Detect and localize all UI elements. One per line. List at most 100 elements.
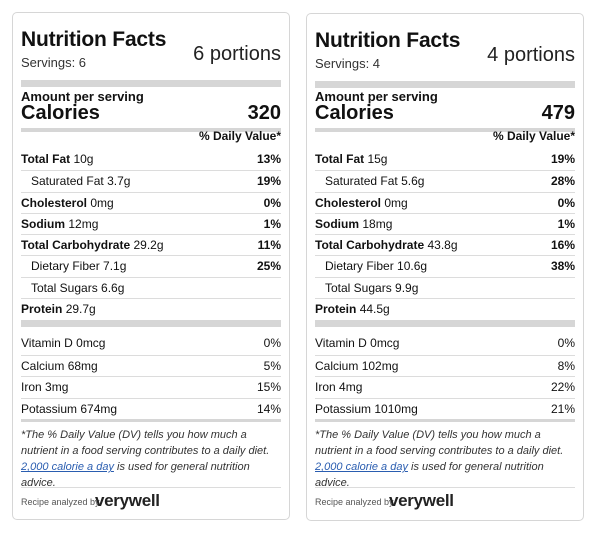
- vitamin-row-iron: Iron 3mg 15%: [21, 376, 281, 398]
- nutrient-amount: 5.6g: [401, 174, 425, 189]
- nutrient-row-sodium: Sodium 18mg 1%: [315, 212, 575, 234]
- nutrient-name: Total Carbohydrate: [315, 238, 425, 253]
- amount-per-serving: Amount per serving: [21, 89, 144, 104]
- divider-medium: [315, 419, 575, 422]
- vitamin-name: Vitamin D: [315, 336, 367, 350]
- vitamin-row-vitamin-d: Vitamin D 0mcg 0%: [315, 333, 575, 355]
- nutrient-amount: 29.7g: [65, 302, 96, 317]
- nutrient-amount: 0mg: [384, 195, 408, 210]
- footnote-text: is used for general nutrition advice.: [21, 461, 250, 489]
- nutrient-amount: 3.7g: [107, 174, 131, 189]
- nutrient-row-protein: Protein 44.5g: [315, 298, 575, 319]
- divider-medium: [315, 128, 575, 132]
- nutrient-pct: 28%: [550, 174, 575, 189]
- nutrient-amount: 43.8g: [427, 238, 458, 253]
- nutrient-name: Total Sugars: [325, 280, 392, 295]
- nutrient-pct: 11%: [257, 238, 281, 253]
- nutrient-row-saturated-fat: Saturated Fat 3.7g 19%: [21, 170, 281, 191]
- nutrient-amount: 7.1g: [103, 259, 127, 274]
- vitamin-name: Calcium: [315, 358, 359, 373]
- vitamin-pct: 15%: [256, 380, 281, 394]
- vitamin-amount: 1010mg: [374, 401, 418, 416]
- nutrient-amount: 10.6g: [397, 259, 428, 274]
- nutrient-name: Sodium: [21, 216, 65, 231]
- vitamin-row-calcium: Calcium 102mg 8%: [315, 354, 575, 377]
- vitamin-name: Potassium: [315, 401, 372, 416]
- calories-label: Calories: [315, 102, 394, 124]
- nutrient-row-total-sugars: Total Sugars 9.9g: [315, 276, 575, 298]
- vitamin-row-potassium: Potassium 1010mg 21%: [315, 397, 575, 420]
- vitamin-name: Iron: [21, 380, 42, 394]
- amount-per-serving: Amount per serving: [315, 89, 438, 104]
- divider-thin: [21, 487, 281, 488]
- nutrient-name: Saturated Fat: [325, 174, 398, 189]
- nutrient-pct: 38%: [550, 259, 575, 274]
- calories-value: 320: [247, 102, 281, 124]
- vitamin-row-calcium: Calcium 68mg 5%: [21, 354, 281, 377]
- nutrient-name: Total Fat: [21, 152, 71, 166]
- nutrient-amount: 9.9g: [395, 280, 419, 295]
- nutrient-pct: 0%: [263, 195, 281, 210]
- nutrient-pct: 19%: [550, 152, 575, 166]
- calories-label: Calories: [21, 102, 100, 124]
- divider-thin: [315, 487, 575, 488]
- card-title: Nutrition Facts: [315, 29, 461, 52]
- nutrient-row-dietary-fiber: Dietary Fiber 7.1g 25%: [21, 255, 281, 276]
- calorie-link[interactable]: 2,000 calorie a day: [315, 461, 408, 473]
- nutrient-name: Sodium: [315, 216, 359, 231]
- vitamin-name: Calcium: [21, 358, 65, 373]
- nutrient-name: Total Carbohydrate: [21, 238, 131, 253]
- nutrient-pct: 19%: [256, 174, 281, 189]
- divider-thick: [21, 320, 281, 327]
- nutrient-name: Cholesterol: [315, 195, 382, 210]
- nutrient-row-protein: Protein 29.7g: [21, 298, 281, 319]
- nutrient-name: Cholesterol: [21, 195, 88, 210]
- nutrient-pct: 1%: [557, 216, 575, 231]
- nutrient-amount: 6.6g: [101, 280, 125, 295]
- nutrient-name: Total Sugars: [31, 280, 98, 295]
- divider-thick: [315, 81, 575, 88]
- vitamin-list: Vitamin D 0mcg 0% Calcium 102mg 8% Iron …: [315, 333, 575, 419]
- nutrient-pct: 16%: [550, 238, 575, 253]
- daily-value-footnote: *The % Daily Value (DV) tells you how mu…: [315, 427, 575, 491]
- verywell-logo[interactable]: verywell: [389, 491, 454, 510]
- nutrient-name: Dietary Fiber: [31, 259, 100, 274]
- nutrient-row-total-fat: Total Fat 10g 13%: [21, 149, 281, 170]
- vitamin-row-iron: Iron 4mg 22%: [315, 376, 575, 398]
- servings-label: Servings: 4: [315, 56, 381, 71]
- verywell-logo[interactable]: verywell: [95, 491, 160, 510]
- calorie-link[interactable]: 2,000 calorie a day: [21, 461, 114, 473]
- vitamin-name: Potassium: [21, 401, 78, 416]
- nutrition-card-4-portions: Nutrition Facts Servings: 4 4 portions A…: [306, 13, 584, 521]
- vitamin-amount: 68mg: [67, 358, 98, 373]
- nutrient-amount: 0mg: [90, 195, 114, 210]
- analyzed-by-label: Recipe analyzed by: [21, 497, 100, 507]
- nutrient-row-sodium: Sodium 12mg 1%: [21, 212, 281, 234]
- vitamin-pct: 8%: [557, 358, 575, 373]
- nutrient-list: Total Fat 10g 13% Saturated Fat 3.7g 19%…: [21, 149, 281, 319]
- vitamin-amount: 0mcg: [370, 336, 400, 350]
- vitamin-pct: 5%: [263, 358, 281, 373]
- footnote-text: is used for general nutrition advice.: [315, 461, 544, 489]
- footnote-text: *The % Daily Value (DV) tells you how mu…: [21, 429, 270, 457]
- nutrient-row-dietary-fiber: Dietary Fiber 10.6g 38%: [315, 255, 575, 276]
- vitamin-amount: 102mg: [361, 358, 399, 373]
- vitamin-amount: 0mcg: [76, 336, 106, 350]
- vitamin-row-potassium: Potassium 674mg 14%: [21, 397, 281, 420]
- nutrient-name: Dietary Fiber: [325, 259, 394, 274]
- servings-label: Servings: 6: [21, 55, 87, 70]
- nutrient-name: Total Fat: [315, 152, 365, 166]
- nutrient-row-cholesterol: Cholesterol 0mg 0%: [315, 191, 575, 213]
- nutrient-list: Total Fat 15g 19% Saturated Fat 5.6g 28%…: [315, 149, 575, 319]
- vitamin-amount: 674mg: [80, 401, 118, 416]
- vitamin-amount: 3mg: [45, 380, 69, 394]
- card-title: Nutrition Facts: [21, 28, 167, 51]
- divider-thick: [21, 80, 281, 87]
- daily-value-footnote: *The % Daily Value (DV) tells you how mu…: [21, 427, 281, 491]
- nutrient-pct: 25%: [256, 259, 281, 274]
- portions-label: 4 portions: [487, 44, 575, 66]
- nutrient-amount: 12mg: [68, 216, 99, 231]
- nutrient-amount: 10g: [73, 152, 94, 166]
- vitamin-pct: 22%: [550, 380, 575, 394]
- nutrient-amount: 44.5g: [359, 302, 390, 317]
